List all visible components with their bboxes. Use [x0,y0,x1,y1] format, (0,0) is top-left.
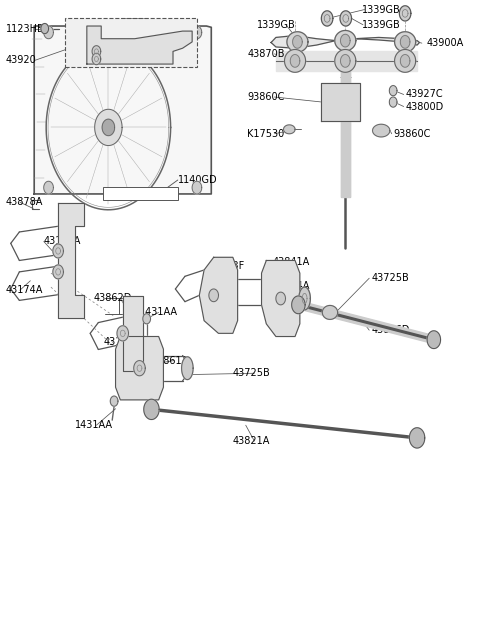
Text: 43174A: 43174A [44,236,81,246]
Polygon shape [144,399,159,420]
Polygon shape [293,36,302,48]
Polygon shape [335,50,356,72]
Polygon shape [143,314,151,324]
Polygon shape [340,64,350,197]
Text: 43900A: 43900A [427,38,464,48]
Text: 1339GB: 1339GB [362,4,401,15]
Text: 43862D: 43862D [94,293,132,304]
Polygon shape [287,32,308,52]
Text: 43920: 43920 [5,55,36,65]
Polygon shape [427,331,441,349]
Text: 1339GB: 1339GB [257,20,296,30]
Text: 93860C: 93860C [393,129,431,139]
Polygon shape [409,428,425,448]
Polygon shape [58,203,84,318]
Polygon shape [34,26,211,194]
Polygon shape [92,53,101,65]
Polygon shape [276,51,417,71]
Text: 43841A: 43841A [273,257,310,267]
Text: 1140GD: 1140GD [178,175,217,185]
Polygon shape [117,326,129,341]
Polygon shape [285,50,306,72]
Text: 43861A: 43861A [152,356,189,366]
Polygon shape [292,296,305,314]
Text: 43174A: 43174A [273,281,310,291]
Polygon shape [372,124,390,137]
Text: 43826D: 43826D [372,325,410,335]
Polygon shape [95,109,122,145]
FancyBboxPatch shape [103,187,178,199]
Polygon shape [400,55,410,67]
Polygon shape [389,86,397,96]
Text: 1123HB: 1123HB [5,23,44,34]
Polygon shape [322,11,333,26]
Polygon shape [322,83,360,121]
Polygon shape [134,361,145,376]
Text: 43863F: 43863F [209,260,245,271]
Polygon shape [395,32,416,52]
Polygon shape [323,305,337,319]
Polygon shape [340,55,350,67]
Polygon shape [44,26,53,39]
Polygon shape [395,50,416,72]
Polygon shape [53,244,63,258]
Text: 43821A: 43821A [233,436,270,446]
Text: 1339GB: 1339GB [362,20,401,30]
Polygon shape [400,36,410,48]
Polygon shape [44,181,53,194]
Polygon shape [399,6,411,21]
Text: 1431AA: 1431AA [75,420,113,431]
Text: 43878A: 43878A [5,197,43,207]
Polygon shape [262,260,300,337]
Text: 43929: 43929 [118,18,149,28]
Polygon shape [192,181,202,194]
Polygon shape [209,289,218,302]
Text: 43174A: 43174A [5,285,43,295]
Polygon shape [181,357,193,380]
Text: 43927C: 43927C [405,90,443,100]
Polygon shape [276,292,286,305]
Polygon shape [41,23,48,34]
Text: 43921: 43921 [147,55,178,65]
Polygon shape [290,55,300,67]
FancyBboxPatch shape [65,18,197,67]
Text: 43838: 43838 [111,55,142,65]
Polygon shape [295,300,438,345]
Polygon shape [53,265,63,279]
Polygon shape [102,119,115,136]
Text: 1431AA: 1431AA [140,307,178,318]
Polygon shape [199,257,238,333]
Text: 43725B: 43725B [372,273,409,283]
Polygon shape [340,11,351,26]
Polygon shape [87,26,192,64]
Text: 93860C: 93860C [247,92,285,102]
Polygon shape [340,34,350,47]
Polygon shape [271,36,420,48]
Polygon shape [192,26,202,39]
Polygon shape [123,296,143,371]
Text: K17530: K17530 [247,129,285,139]
Text: 43800D: 43800D [405,102,444,112]
Text: REF.43-431: REF.43-431 [116,190,170,200]
Polygon shape [389,97,397,107]
Text: 43870B: 43870B [247,49,285,59]
Polygon shape [116,337,163,400]
Polygon shape [299,287,311,310]
Polygon shape [92,46,101,57]
Text: 43838: 43838 [111,44,142,54]
Polygon shape [335,30,356,51]
Polygon shape [110,396,118,406]
Text: 43174A: 43174A [104,337,141,347]
Text: 43725B: 43725B [233,368,271,378]
Polygon shape [284,125,295,134]
